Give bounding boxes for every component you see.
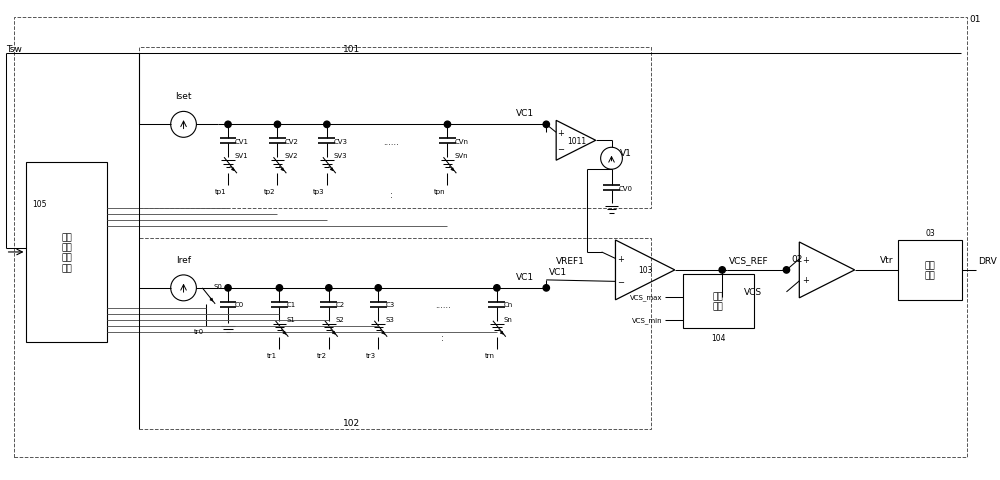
Text: SV2: SV2 [284,153,298,159]
Text: ......: ...... [435,300,450,310]
Text: 驱动
电路: 驱动 电路 [925,261,936,280]
Text: 02: 02 [791,254,803,264]
Text: 钓位
电路: 钓位 电路 [713,291,724,311]
Text: tp1: tp1 [214,189,226,195]
Text: Vtr: Vtr [880,255,893,264]
Circle shape [324,122,330,128]
Text: VC1: VC1 [549,267,567,276]
Text: 102: 102 [343,419,360,428]
FancyBboxPatch shape [26,163,107,342]
FancyBboxPatch shape [683,275,754,328]
Circle shape [274,122,281,128]
Text: tr3: tr3 [366,352,376,358]
Text: tp3: tp3 [313,189,325,195]
Text: V1: V1 [619,148,631,157]
Text: S2: S2 [336,316,345,322]
Text: tpn: tpn [434,189,445,195]
Text: S1: S1 [286,316,295,322]
Text: Iset: Iset [175,92,192,101]
Circle shape [375,285,381,291]
Text: 101: 101 [343,45,360,53]
Text: Iref: Iref [176,255,191,264]
Circle shape [543,285,549,291]
Text: 104: 104 [711,333,726,342]
Text: tp2: tp2 [264,189,275,195]
Text: Sn: Sn [504,316,513,322]
Text: VCS_min: VCS_min [632,317,663,324]
Text: C2: C2 [336,302,345,308]
Text: 01: 01 [969,14,981,24]
Text: CV1: CV1 [235,139,249,144]
Text: CV3: CV3 [334,139,348,144]
Text: CV2: CV2 [284,139,298,144]
Circle shape [719,267,725,274]
Text: C3: C3 [385,302,394,308]
Text: −: − [617,277,624,286]
Text: +: + [802,256,809,265]
Text: VC1: VC1 [516,109,534,118]
Circle shape [494,285,500,291]
Text: :: : [441,334,444,343]
Text: VCS: VCS [744,288,762,297]
Circle shape [444,122,451,128]
Text: SV1: SV1 [235,153,249,159]
Circle shape [783,267,790,274]
Text: DRV: DRV [978,256,997,265]
Text: CVn: CVn [454,139,468,144]
Circle shape [543,122,549,128]
Text: SVn: SVn [454,153,468,159]
Text: 1011: 1011 [567,136,586,145]
Text: VREF1: VREF1 [556,256,585,265]
Text: C1: C1 [286,302,296,308]
Text: +: + [802,276,809,285]
Text: C0: C0 [235,302,244,308]
Circle shape [326,285,332,291]
Circle shape [276,285,283,291]
Text: VC1: VC1 [516,272,534,281]
Circle shape [225,122,231,128]
Text: +: + [557,129,564,138]
Circle shape [225,285,231,291]
Text: VCS_max: VCS_max [630,294,663,300]
Text: SV3: SV3 [334,153,347,159]
Text: ......: ...... [383,137,399,146]
Text: S0: S0 [213,283,222,289]
Text: Tsw: Tsw [6,45,22,54]
Text: CV0: CV0 [618,185,632,191]
Text: Cn: Cn [504,302,513,308]
Text: 开关
信号
产生
电路: 开关 信号 产生 电路 [62,232,72,273]
Text: trn: trn [485,352,495,358]
Text: 105: 105 [32,200,47,209]
FancyBboxPatch shape [898,240,962,300]
Text: tr2: tr2 [317,352,327,358]
Text: S3: S3 [385,316,394,322]
Text: VCS_REF: VCS_REF [729,255,769,264]
Text: tr1: tr1 [267,352,277,358]
Text: −: − [557,144,564,154]
Text: tr0: tr0 [194,328,204,334]
Text: 03: 03 [925,228,935,238]
Text: :: : [390,190,392,199]
Text: 103: 103 [638,266,652,275]
Text: +: + [617,254,624,264]
